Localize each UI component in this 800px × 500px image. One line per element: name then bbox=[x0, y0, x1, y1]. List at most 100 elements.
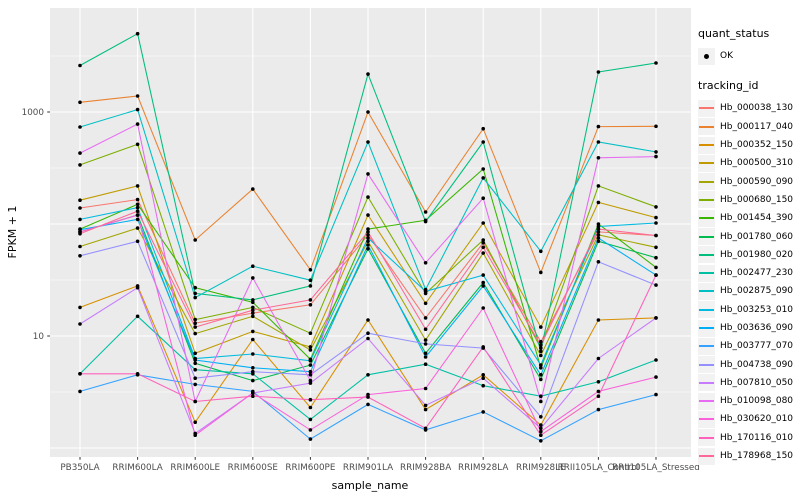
legend-line-icon bbox=[699, 125, 714, 128]
data-point bbox=[366, 373, 370, 377]
data-point bbox=[539, 249, 543, 254]
data-point bbox=[596, 124, 601, 129]
legend-item-Hb_002875_090[interactable]: Hb_002875_090 bbox=[698, 282, 798, 300]
data-point bbox=[193, 358, 197, 362]
x-tick-label: RRIM928LA bbox=[458, 463, 508, 473]
legend-item-Hb_000117_040[interactable]: Hb_000117_040 bbox=[698, 118, 798, 136]
legend-line-icon bbox=[699, 198, 714, 201]
legend-label: Hb_000680_150 bbox=[720, 194, 794, 205]
data-point bbox=[366, 392, 370, 397]
data-point bbox=[78, 151, 82, 155]
data-point bbox=[596, 380, 601, 384]
data-point bbox=[308, 298, 313, 302]
data-point bbox=[251, 366, 255, 370]
legend-item-Hb_000500_310[interactable]: Hb_000500_310 bbox=[698, 154, 798, 172]
data-point bbox=[539, 394, 543, 399]
legend-line-icon bbox=[699, 455, 714, 458]
legend-label: Hb_000038_130 bbox=[720, 103, 794, 114]
legend-key-swatch bbox=[698, 282, 715, 300]
data-point bbox=[423, 261, 428, 265]
legend: quant_status OK tracking_id Hb_000038_13… bbox=[698, 27, 798, 465]
data-point bbox=[308, 417, 313, 422]
legend-item-Hb_000590_090[interactable]: Hb_000590_090 bbox=[698, 172, 798, 191]
data-point bbox=[78, 217, 82, 222]
legend-item-Hb_000038_130[interactable]: Hb_000038_130 bbox=[698, 99, 798, 117]
data-point bbox=[135, 314, 140, 319]
data-point bbox=[654, 265, 658, 270]
legend-item-Hb_003777_070[interactable]: Hb_003777_070 bbox=[698, 337, 798, 355]
legend-key-swatch bbox=[698, 99, 715, 117]
data-point bbox=[423, 301, 428, 306]
legend-item-Hb_002477_230[interactable]: Hb_002477_230 bbox=[698, 264, 798, 282]
data-point bbox=[308, 363, 313, 367]
legend-key-swatch bbox=[698, 154, 715, 172]
data-point bbox=[135, 122, 140, 126]
legend-item-Hb_010098_080[interactable]: Hb_010098_080 bbox=[698, 392, 798, 410]
legend-item-Hb_004738_090[interactable]: Hb_004738_090 bbox=[698, 355, 798, 374]
data-point bbox=[481, 251, 486, 255]
legend-label: Hb_178968_150 bbox=[720, 451, 794, 462]
data-point bbox=[596, 407, 601, 412]
data-point bbox=[135, 217, 140, 222]
data-point bbox=[596, 233, 601, 237]
data-point bbox=[193, 317, 197, 322]
data-point bbox=[135, 213, 140, 217]
legend-item-Hb_000680_150[interactable]: Hb_000680_150 bbox=[698, 191, 798, 209]
data-point bbox=[308, 359, 313, 363]
y-axis-title: FPKM + 1 bbox=[6, 206, 19, 259]
data-point bbox=[481, 376, 486, 381]
legend-item-Hb_001980_020[interactable]: Hb_001980_020 bbox=[698, 246, 798, 264]
data-point bbox=[135, 31, 140, 36]
legend-key-swatch bbox=[698, 173, 715, 191]
data-point bbox=[481, 126, 486, 131]
data-point bbox=[596, 184, 601, 188]
data-point bbox=[423, 289, 428, 294]
legend-key-swatch bbox=[698, 264, 715, 282]
data-point bbox=[481, 280, 486, 285]
legend-key-swatch bbox=[698, 191, 715, 209]
data-point bbox=[654, 375, 658, 379]
data-point bbox=[308, 378, 313, 383]
legend-item-Hb_001780_060[interactable]: Hb_001780_060 bbox=[698, 227, 798, 246]
data-point bbox=[135, 107, 140, 112]
data-point bbox=[193, 361, 197, 366]
legend-line-icon bbox=[699, 290, 714, 293]
legend-item-Hb_000352_150[interactable]: Hb_000352_150 bbox=[698, 136, 798, 154]
data-point bbox=[481, 345, 486, 349]
data-point bbox=[596, 239, 601, 244]
data-point bbox=[481, 196, 486, 200]
data-point bbox=[193, 285, 197, 290]
legend-label: Hb_170116_010 bbox=[720, 432, 794, 443]
legend-line-icon bbox=[699, 162, 714, 165]
x-tick-label: RRIM928LE bbox=[516, 463, 566, 473]
data-point bbox=[251, 298, 255, 302]
legend-item-Hb_178968_150[interactable]: Hb_178968_150 bbox=[698, 447, 798, 465]
data-point bbox=[78, 244, 82, 249]
data-point bbox=[251, 369, 255, 374]
data-point bbox=[78, 305, 82, 310]
data-point bbox=[654, 255, 658, 260]
data-point bbox=[308, 268, 313, 272]
data-point bbox=[78, 372, 82, 376]
x-tick-label: RRIM901LA bbox=[343, 463, 393, 473]
data-point bbox=[135, 372, 140, 376]
legend-item-Hb_003636_090[interactable]: Hb_003636_090 bbox=[698, 319, 798, 337]
data-point bbox=[251, 378, 255, 383]
x-tick-label: RRIM600LE bbox=[170, 463, 220, 473]
legend-item-Hb_170116_010[interactable]: Hb_170116_010 bbox=[698, 429, 798, 447]
data-point bbox=[596, 394, 601, 399]
data-point bbox=[423, 351, 428, 356]
legend-item-ok[interactable]: OK bbox=[698, 47, 798, 65]
legend-item-Hb_003253_010[interactable]: Hb_003253_010 bbox=[698, 301, 798, 319]
legend-item-Hb_001454_390[interactable]: Hb_001454_390 bbox=[698, 209, 798, 227]
data-point bbox=[654, 154, 658, 159]
legend-label: Hb_007810_050 bbox=[720, 377, 794, 388]
legend-item-Hb_007810_050[interactable]: Hb_007810_050 bbox=[698, 374, 798, 392]
legend-label: Hb_004738_090 bbox=[720, 359, 794, 370]
legend-label: Hb_001454_390 bbox=[720, 213, 794, 224]
legend-line-icon bbox=[699, 363, 714, 366]
data-point bbox=[135, 205, 140, 210]
legend-item-Hb_030620_010[interactable]: Hb_030620_010 bbox=[698, 410, 798, 428]
data-point bbox=[251, 308, 255, 313]
